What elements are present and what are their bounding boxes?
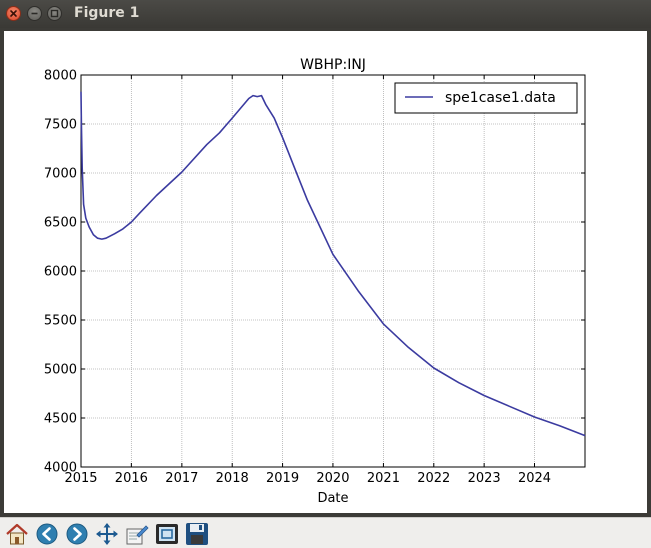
edit-axis-button[interactable] xyxy=(154,521,180,547)
home-icon xyxy=(6,523,28,545)
line-chart: 4000 4500 5000 5500 6000 6500 7000 7500 8000 2015… xyxy=(44,57,586,506)
window-close-button[interactable] xyxy=(6,6,21,21)
y-tick-label: 4000 xyxy=(44,461,77,476)
y-tick-label: 5500 xyxy=(44,314,77,329)
x-tick-label: 2023 xyxy=(468,471,501,486)
back-button[interactable] xyxy=(34,521,60,547)
grid-lines xyxy=(81,75,585,467)
x-axis-label: Date xyxy=(317,491,348,506)
close-icon xyxy=(10,10,17,17)
floppy-disk-icon xyxy=(186,523,208,545)
pan-button[interactable] xyxy=(94,521,120,547)
y-tick-label: 6500 xyxy=(44,216,77,231)
series-line-spe1case1 xyxy=(80,91,586,437)
window-minimize-button[interactable] xyxy=(27,6,42,21)
x-tick-label: 2024 xyxy=(518,471,551,486)
x-tick-label: 2019 xyxy=(266,471,299,486)
maximize-icon xyxy=(50,9,59,18)
edit-icon xyxy=(126,525,149,545)
configure-subplots-button[interactable] xyxy=(124,521,150,547)
home-button[interactable] xyxy=(4,521,30,547)
navigation-toolbar xyxy=(0,517,651,548)
window-maximize-button[interactable] xyxy=(47,6,62,21)
y-tick-label: 8000 xyxy=(44,69,77,84)
y-tick-label: 5000 xyxy=(44,363,77,378)
x-tick-label: 2020 xyxy=(316,471,349,486)
legend: spe1case1.data xyxy=(394,82,578,114)
y-tick-label: 4500 xyxy=(44,412,77,427)
y-tick-label: 7000 xyxy=(44,167,77,182)
window-titlebar: Figure 1 xyxy=(0,0,651,28)
y-tick-label: 6000 xyxy=(44,265,77,280)
save-button[interactable] xyxy=(184,521,210,547)
chart-title: WBHP:INJ xyxy=(300,57,366,73)
x-tick-label: 2021 xyxy=(367,471,400,486)
figure-canvas[interactable]: 4000 4500 5000 5500 6000 6500 7000 7500 8000 2015… xyxy=(4,31,647,513)
x-tick-label: 2018 xyxy=(216,471,249,486)
arrow-right-icon xyxy=(66,523,88,545)
minimize-icon xyxy=(31,12,38,15)
axis-ticks: 4000 4500 5000 5500 6000 6500 7000 7500 8000 2015… xyxy=(44,69,585,486)
legend-box xyxy=(394,82,578,114)
move-arrows-icon xyxy=(96,523,118,545)
zoom-rect-icon xyxy=(156,524,178,544)
x-tick-label: 2017 xyxy=(165,471,198,486)
legend-label: spe1case1.data xyxy=(445,90,556,106)
window-title: Figure 1 xyxy=(74,5,140,21)
x-tick-label: 2015 xyxy=(64,471,97,486)
forward-button[interactable] xyxy=(64,521,90,547)
y-tick-label: 7500 xyxy=(44,118,77,133)
x-tick-label: 2022 xyxy=(417,471,450,486)
arrow-left-icon xyxy=(36,523,58,545)
x-tick-label: 2016 xyxy=(115,471,148,486)
